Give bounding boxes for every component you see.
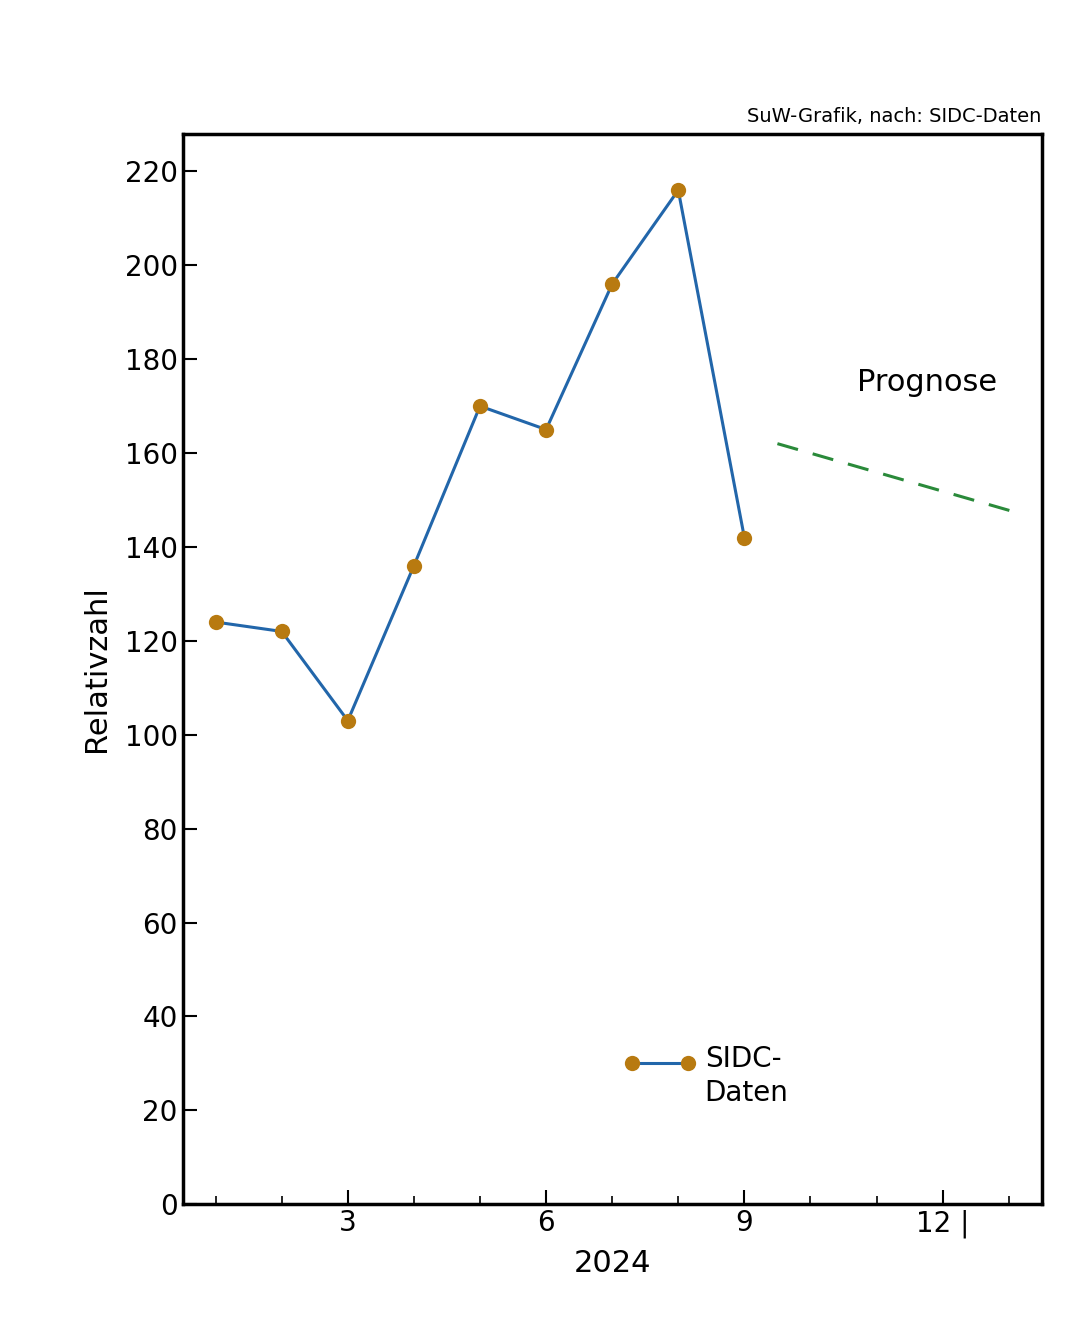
Y-axis label: Relativzahl: Relativzahl [82,586,111,752]
Point [604,273,621,294]
Point [736,527,753,549]
Text: SIDC-
Daten: SIDC- Daten [705,1045,788,1107]
Point [680,1053,697,1074]
Point [670,179,687,201]
Point [623,1053,640,1074]
Text: SuW-Grafik, nach: SIDC-Daten: SuW-Grafik, nach: SIDC-Daten [748,107,1042,126]
Point [207,611,224,633]
X-axis label: 2024: 2024 [574,1248,651,1278]
Point [471,396,489,417]
Point [405,555,422,577]
Text: Prognose: Prognose [857,368,997,397]
Point [273,621,290,642]
Point [537,419,554,440]
Point [339,710,357,732]
